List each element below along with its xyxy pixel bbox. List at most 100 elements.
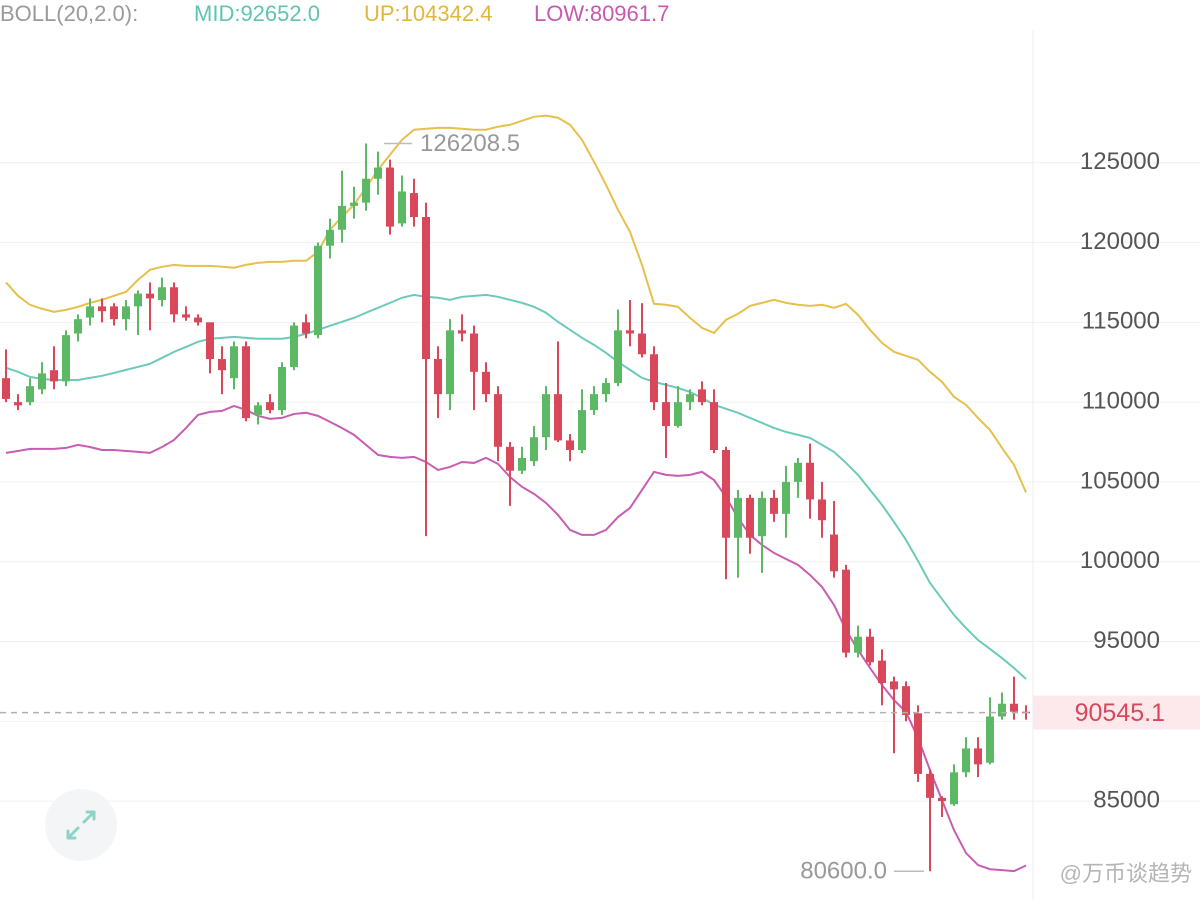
candle-body <box>110 306 118 320</box>
candle-body <box>986 716 994 763</box>
candle-body <box>230 346 238 379</box>
max-label: 126208.5 <box>420 130 520 157</box>
candle-body <box>974 748 982 765</box>
candle-body <box>242 346 250 419</box>
candle-body <box>98 306 106 312</box>
indicator-label: BOLL(20,2.0): <box>0 1 138 26</box>
candle-body <box>950 772 958 805</box>
candle-body <box>218 359 226 371</box>
min-label: 80600.0 <box>800 858 887 885</box>
candle-body <box>146 293 154 299</box>
expand-button[interactable] <box>45 789 117 861</box>
candle-body <box>962 748 970 773</box>
candle-body <box>374 167 382 179</box>
candle-body <box>806 462 814 500</box>
expand-icon[interactable] <box>66 810 96 840</box>
candle-body <box>590 394 598 411</box>
candle-body <box>578 410 586 450</box>
candle-body <box>470 333 478 372</box>
candle-body <box>722 450 730 538</box>
candle-body <box>530 437 538 462</box>
candle-body <box>902 686 910 715</box>
candle-body <box>686 394 694 403</box>
candle-body <box>350 202 358 206</box>
candle-body <box>290 325 298 368</box>
candle-body <box>254 405 262 415</box>
candle-body <box>602 382 610 395</box>
y-tick-label: 125000 <box>1080 148 1160 175</box>
candle-body <box>794 462 802 482</box>
y-tick-label: 105000 <box>1080 467 1160 494</box>
candle-body <box>314 245 322 336</box>
candle-body <box>890 681 898 690</box>
candle-body <box>746 497 754 538</box>
candle-body <box>782 481 790 514</box>
watermark: @万币谈趋势 <box>1060 861 1192 886</box>
candle-body <box>134 293 142 307</box>
candle-body <box>542 394 550 438</box>
candle-body <box>758 497 766 537</box>
candle-body <box>410 193 418 218</box>
candle-body <box>938 797 946 802</box>
candle-body <box>818 499 826 521</box>
mid-label: MID:92652.0 <box>194 1 320 26</box>
candle-body <box>434 359 442 395</box>
candle-body <box>638 333 646 355</box>
candle-body <box>926 773 934 798</box>
candle-body <box>854 636 862 653</box>
candle-body <box>734 497 742 538</box>
band-mid <box>5 293 1027 680</box>
candle-body <box>506 446 514 471</box>
last-price-tag <box>1033 695 1200 730</box>
up-label: UP:104342.4 <box>364 1 492 26</box>
candle-body <box>122 306 130 320</box>
candle-body <box>626 330 634 334</box>
candle-body <box>842 569 850 653</box>
low-label: LOW:80961.7 <box>534 1 669 26</box>
candle-body <box>266 402 274 411</box>
candle-body <box>50 370 58 382</box>
candle-body <box>2 378 10 399</box>
candle-body <box>74 319 82 334</box>
candle-body <box>386 167 394 227</box>
y-tick-label: 85000 <box>1093 786 1160 813</box>
candle-body <box>1010 703 1018 712</box>
candle-body <box>62 335 70 382</box>
candle-body <box>662 402 670 427</box>
candle-body <box>698 389 706 403</box>
candle-body <box>206 322 214 360</box>
candle-body <box>338 205 346 230</box>
candle-body <box>182 314 190 318</box>
plot <box>0 114 1200 873</box>
candle-body <box>38 373 46 390</box>
candle-body <box>914 713 922 774</box>
candle-body <box>326 229 334 246</box>
expand-button-bg[interactable] <box>45 789 117 861</box>
candle-body <box>614 330 622 383</box>
candle-body <box>566 440 574 450</box>
candle-body <box>86 306 94 318</box>
candle-body <box>170 287 178 315</box>
candle-body <box>278 367 286 411</box>
candle-body <box>674 402 682 427</box>
candle-body <box>26 386 34 403</box>
y-tick-label: 120000 <box>1080 228 1160 255</box>
candle-body <box>866 636 874 663</box>
candle-body <box>518 457 526 471</box>
candle-body <box>650 354 658 403</box>
last-price-label: 90545.1 <box>1075 699 1165 727</box>
candle-body <box>554 394 562 441</box>
y-tick-label: 115000 <box>1082 308 1160 335</box>
band-upper <box>5 114 1027 493</box>
legend: BOLL(20,2.0): MID:92652.0 UP:104342.4 LO… <box>0 1 669 26</box>
candle-body <box>446 330 454 395</box>
y-tick-label: 95000 <box>1093 627 1160 654</box>
candle-body <box>14 402 22 406</box>
candle-body <box>398 191 406 224</box>
candle-body <box>362 178 370 203</box>
candle-body <box>458 330 466 334</box>
candle-body <box>998 703 1006 717</box>
candle-body <box>302 322 310 334</box>
